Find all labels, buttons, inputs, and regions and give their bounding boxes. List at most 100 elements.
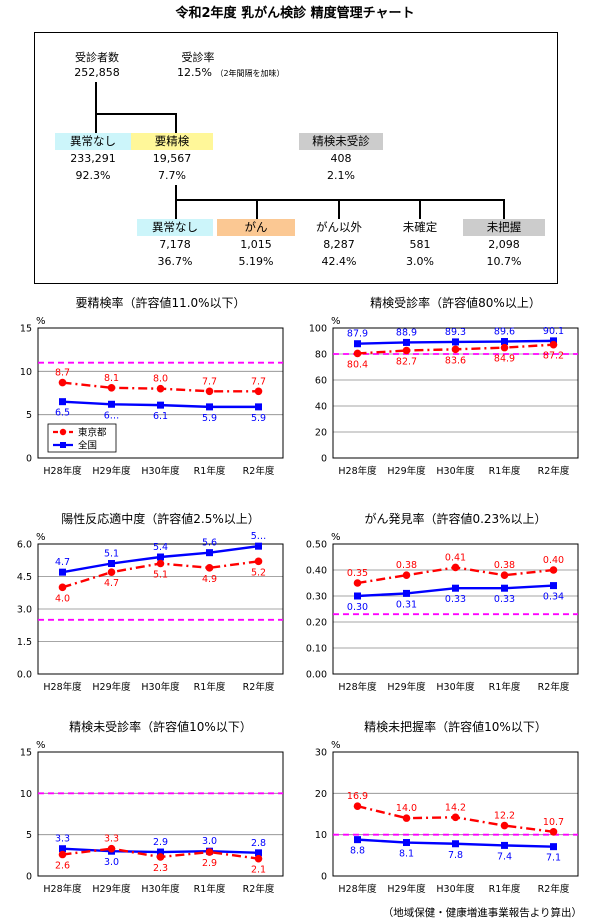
data-point-tokyo (353, 349, 362, 358)
data-point-tokyo (549, 340, 558, 349)
data-point-tokyo (205, 564, 214, 572)
data-label-national: 89.6 (494, 327, 515, 338)
data-label-tokyo: 5.1 (153, 570, 168, 581)
chart-unexamined-rate: 精検未受診率（許容値10%以下）% 0 5 10 15 H28年度 H29年度 H30年度 R1… (0, 716, 295, 910)
data-point-national (255, 403, 262, 411)
chart-title: がん発見率（許容値0.23%以上） (364, 511, 546, 526)
chart-svg: 陽性反応適中度（許容値2.5%以上）% 0.0 1.5 3.0 4.5 6.0 H28年度 H… (17, 511, 284, 693)
data-point-tokyo (107, 568, 116, 576)
x-tick-label: R1年度 (194, 883, 226, 895)
data-label-tokyo: 16.9 (347, 791, 368, 802)
data-point-tokyo (353, 579, 362, 587)
data-point-tokyo (500, 343, 509, 352)
x-tick-label: H30年度 (436, 681, 475, 693)
box-result-undetermined: 未確定 (402, 220, 438, 234)
data-label-tokyo: 0.38 (396, 560, 417, 571)
data-label-tokyo: 4.9 (202, 574, 217, 585)
data-label-tokyo: 3.3 (104, 834, 119, 845)
data-point-national (501, 338, 508, 346)
y-tick-label: 10 (20, 367, 32, 378)
connector (419, 199, 421, 219)
x-tick-label: H28年度 (338, 883, 377, 895)
data-point-tokyo (254, 557, 263, 566)
rate-note: （2年間隔を加味） (215, 69, 285, 78)
data-point-national (403, 589, 410, 597)
result-value: 581 (409, 238, 431, 251)
require-value: 19,567 (152, 152, 192, 165)
y-tick-label: 15 (20, 324, 32, 335)
data-label-tokyo: 12.2 (494, 811, 515, 822)
data-label-national: 7.1 (546, 853, 561, 864)
legend-label-tokyo: 東京都 (78, 427, 107, 439)
data-label-national: 2.8 (251, 838, 266, 849)
data-label-national: 6… (104, 410, 120, 421)
y-tick-label: 0 (26, 872, 32, 883)
data-label-national: 7.8 (448, 850, 463, 861)
data-point-tokyo (156, 853, 165, 861)
x-tick-label: H29年度 (92, 681, 131, 693)
y-tick-label: 5 (26, 830, 32, 841)
y-tick-label: 0.10 (306, 644, 327, 655)
connector (338, 199, 340, 219)
connector (95, 82, 97, 133)
y-tick-label: 0 (26, 454, 32, 465)
data-point-national (157, 848, 164, 856)
result-pct: 36.7% (157, 255, 193, 268)
data-point-national (501, 584, 508, 592)
y-tick-label: 5 (26, 410, 32, 421)
data-point-national (157, 401, 164, 409)
y-tick-label: 6.0 (17, 540, 32, 551)
data-label-national: 4.7 (55, 557, 70, 568)
chart-title: 要精検率（許容値11.0%以下） (75, 295, 245, 310)
plot-frame (37, 543, 284, 675)
chart-unknown-rate: 精検未把握率（許容値10%以下）% 0 10 20 30 H28年度 H29年度 H30年度 R… (295, 716, 590, 910)
data-label-tokyo: 7.7 (202, 376, 217, 387)
connector (503, 199, 505, 219)
data-label-national: 5.4 (153, 542, 168, 553)
data-label-national: 5.6 (202, 538, 217, 549)
data-label-tokyo: 4.0 (55, 593, 70, 604)
y-tick-label: 20 (315, 789, 327, 800)
data-point-tokyo (156, 559, 165, 568)
data-point-national (354, 592, 361, 600)
result-pct: 42.4% (321, 255, 357, 268)
connector (175, 113, 177, 133)
x-tick-label: H28年度 (338, 465, 377, 477)
y-tick-label: 10 (20, 789, 32, 800)
y-tick-label: 0 (321, 454, 327, 465)
data-point-tokyo (58, 583, 67, 592)
y-tick-label: 4.5 (17, 572, 32, 583)
x-tick-label: H28年度 (43, 883, 82, 895)
nonabnormal-pct: 92.3% (75, 169, 111, 182)
connector (175, 199, 505, 201)
data-label-tokyo: 2.3 (153, 863, 168, 874)
box-result-nonabnormal: 異常なし (137, 219, 213, 236)
page-title: 令和2年度 乳がん検診 精度管理チャート (175, 6, 415, 21)
data-point-national (354, 836, 361, 844)
data-point-national (59, 568, 66, 576)
result-value: 2,098 (488, 238, 520, 251)
x-tick-label: R1年度 (489, 883, 521, 895)
x-tick-label: H30年度 (141, 681, 180, 693)
data-label-national: 90.1 (543, 326, 564, 337)
plot-frame (332, 327, 579, 459)
result-value: 8,287 (323, 238, 355, 251)
x-tick-label: R2年度 (538, 465, 570, 477)
data-label-national: 8.8 (350, 846, 365, 857)
data-point-national (452, 584, 459, 592)
y-tick-label: 100 (309, 324, 327, 335)
data-point-tokyo (451, 345, 460, 354)
data-point-tokyo (402, 814, 411, 822)
x-tick-label: H30年度 (141, 465, 180, 477)
data-label-tokyo: 82.7 (396, 356, 417, 367)
data-point-national (452, 840, 459, 848)
unexamined-value: 408 (330, 152, 352, 165)
data-point-tokyo (58, 378, 67, 387)
chart-svg: 精検未把握率（許容値10%以下）% 0 10 20 30 H28年度 H29年度 H30年度 R… (315, 719, 579, 895)
data-point-tokyo (500, 571, 509, 579)
data-label-tokyo: 83.6 (445, 355, 466, 366)
data-point-tokyo (500, 821, 509, 830)
chart-unit: % (36, 532, 46, 543)
require-pct: 7.7% (158, 169, 186, 182)
connector (256, 199, 258, 219)
